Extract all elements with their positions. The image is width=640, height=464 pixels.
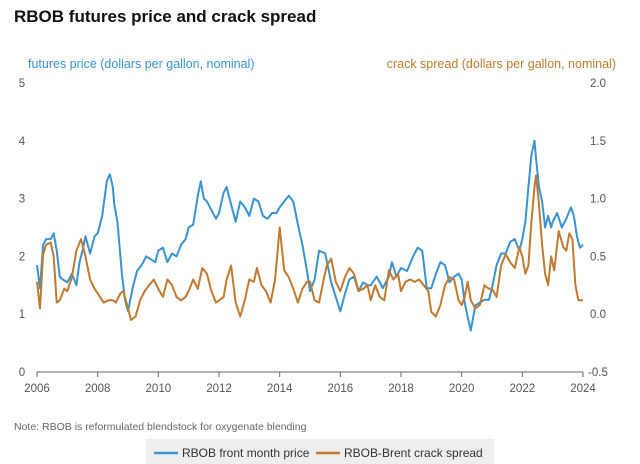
series-line-rbob-price: [36, 139, 584, 332]
right-tick-label: 0.5: [590, 251, 606, 263]
x-tick-label: 2022: [510, 383, 536, 395]
legend-label-crack: RBOB-Brent crack spread: [344, 446, 483, 460]
x-tick-label: 2010: [146, 383, 172, 395]
x-tick-label: 2024: [570, 383, 596, 395]
x-axis-ticks: 2006 2008 2010 2012 2014 2016 2018 2020 2022 2024: [24, 372, 596, 395]
left-tick-label: 1: [19, 309, 25, 321]
right-tick-label: 1.0: [590, 194, 606, 206]
legend: RBOB front month price RBOB-Brent crack …: [146, 439, 494, 464]
left-tick-label: 5: [19, 78, 25, 90]
left-tick-label: 2: [19, 251, 25, 263]
right-axis-ticks: -0.5 0.0 0.5 1.0 1.5 2.0: [588, 78, 608, 379]
x-tick-label: 2014: [267, 383, 293, 395]
right-tick-label: -0.5: [588, 367, 608, 379]
right-tick-label: 0.0: [590, 309, 606, 321]
x-tick-label: 2020: [449, 383, 475, 395]
left-tick-label: 0: [19, 367, 25, 379]
right-tick-label: 1.5: [590, 136, 606, 148]
left-tick-label: 3: [19, 194, 25, 206]
left-tick-label: 4: [19, 136, 26, 148]
legend-label-price: RBOB front month price: [182, 446, 310, 460]
left-axis-ticks: 0 1 2 3 4 5: [19, 78, 26, 379]
x-tick-label: 2012: [206, 383, 232, 395]
left-axis-title: futures price (dollars per gallon, nomin…: [28, 57, 255, 71]
chart-note: Note: RBOB is reformulated blendstock fo…: [14, 421, 307, 433]
x-tick-label: 2016: [328, 383, 354, 395]
series-line-crack-spread: [36, 174, 583, 321]
right-axis-title: crack spread (dollars per gallon, nomina…: [387, 57, 616, 71]
x-tick-label: 2008: [85, 383, 111, 395]
chart-title: RBOB futures price and crack spread: [14, 7, 316, 26]
x-tick-label: 2018: [388, 383, 414, 395]
legend-box: [146, 439, 494, 464]
x-tick-label: 2006: [24, 383, 50, 395]
right-tick-label: 2.0: [590, 78, 606, 90]
